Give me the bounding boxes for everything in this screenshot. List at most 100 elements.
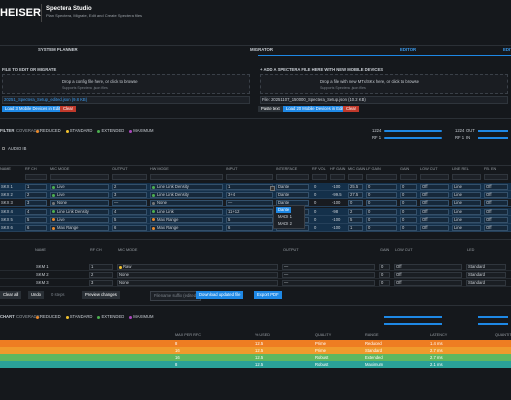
cell-input[interactable] xyxy=(420,208,449,215)
cell-input[interactable] xyxy=(226,184,273,190)
cell-input[interactable] xyxy=(112,200,147,207)
cell-input[interactable] xyxy=(484,192,508,199)
cell-input[interactable] xyxy=(276,184,309,190)
cell-input[interactable] xyxy=(466,264,506,270)
cell-input[interactable] xyxy=(484,208,508,215)
cell-input[interactable] xyxy=(25,192,47,199)
cell-input[interactable] xyxy=(420,225,449,231)
cell-input[interactable] xyxy=(484,216,508,223)
slider[interactable] xyxy=(384,323,442,325)
cell-input[interactable] xyxy=(484,184,508,190)
cell-input[interactable] xyxy=(348,216,363,223)
column-filter[interactable] xyxy=(348,174,363,180)
action-button[interactable]: Filename suffix (edited) xyxy=(150,291,202,301)
cell-input[interactable] xyxy=(420,216,449,223)
cell-input[interactable] xyxy=(466,280,506,286)
cell-input[interactable] xyxy=(50,184,109,190)
cell-input[interactable] xyxy=(366,225,397,231)
cell-input[interactable] xyxy=(400,192,417,199)
cell-input[interactable] xyxy=(366,192,397,199)
cell-input[interactable] xyxy=(420,184,449,190)
column-filter[interactable] xyxy=(50,174,109,180)
column-filter[interactable] xyxy=(276,174,309,180)
cell-input[interactable] xyxy=(112,192,147,199)
cell-input[interactable] xyxy=(226,208,273,215)
cell-input[interactable] xyxy=(89,264,113,270)
clear-button[interactable]: Clear xyxy=(60,106,77,112)
cell-input[interactable] xyxy=(150,208,223,215)
legend-item[interactable]: EXTENDED xyxy=(101,128,125,133)
tab[interactable]: EDITOR xyxy=(400,47,417,52)
cell-input[interactable] xyxy=(282,272,375,278)
action-button[interactable]: Download updated file xyxy=(196,291,244,299)
cell-input[interactable] xyxy=(50,192,109,199)
clear-button[interactable]: Clear xyxy=(343,106,360,112)
cell-input[interactable] xyxy=(117,280,278,286)
cell-input[interactable] xyxy=(379,272,390,278)
cell-input[interactable] xyxy=(112,216,147,223)
column-filter[interactable] xyxy=(25,174,47,180)
cell-input[interactable] xyxy=(150,184,223,190)
slider[interactable] xyxy=(478,316,508,318)
tab[interactable]: MIGRATOR xyxy=(250,47,273,52)
cell-input[interactable] xyxy=(25,184,47,190)
legend-item[interactable]: MAXIMUM xyxy=(133,128,154,133)
column-filter[interactable] xyxy=(484,174,508,180)
icon[interactable] xyxy=(270,186,275,191)
cell-input[interactable] xyxy=(150,225,223,231)
slider[interactable] xyxy=(384,137,442,139)
cell-input[interactable] xyxy=(50,208,109,215)
legend-item[interactable]: EXTENDED xyxy=(101,314,125,319)
cell-input[interactable] xyxy=(400,208,417,215)
checkbox[interactable] xyxy=(2,147,5,150)
column-filter[interactable] xyxy=(330,174,345,180)
cell-input[interactable] xyxy=(226,216,273,223)
drop-zone[interactable] xyxy=(2,74,250,94)
dropdown-option[interactable]: MADI 2 xyxy=(278,221,292,226)
column-filter[interactable] xyxy=(226,174,273,180)
cell-input[interactable] xyxy=(150,216,223,223)
cell-input[interactable] xyxy=(400,216,417,223)
action-button[interactable]: Export PDF xyxy=(254,291,282,299)
cell-input[interactable] xyxy=(366,184,397,190)
slider[interactable] xyxy=(478,137,508,139)
legend-item[interactable]: STANDARD xyxy=(69,128,93,133)
cell-input[interactable] xyxy=(366,208,397,215)
cell-input[interactable] xyxy=(394,264,462,270)
cell-input[interactable] xyxy=(366,216,397,223)
cell-input[interactable] xyxy=(400,225,417,231)
column-filter[interactable] xyxy=(452,174,481,180)
cell-input[interactable] xyxy=(379,280,390,286)
cell-input[interactable] xyxy=(452,225,481,231)
cell-input[interactable] xyxy=(400,184,417,190)
cell-input[interactable] xyxy=(366,200,397,207)
cell-input[interactable] xyxy=(379,264,390,270)
cell-input[interactable] xyxy=(452,192,481,199)
cell-input[interactable] xyxy=(112,184,147,190)
cell-input[interactable] xyxy=(484,225,508,231)
cell-input[interactable] xyxy=(117,272,278,278)
cell-input[interactable] xyxy=(348,225,363,231)
slider[interactable] xyxy=(384,130,442,132)
cell-input[interactable] xyxy=(400,200,417,207)
column-filter[interactable] xyxy=(312,174,327,180)
cell-input[interactable] xyxy=(50,216,109,223)
column-filter[interactable] xyxy=(420,174,449,180)
cell-input[interactable] xyxy=(150,200,223,207)
action-button[interactable]: Preview changes xyxy=(82,291,120,299)
legend-item[interactable]: REDUCED xyxy=(40,314,61,319)
paste-button[interactable]: Paste text xyxy=(258,106,283,112)
cell-input[interactable] xyxy=(466,272,506,278)
tab[interactable]: EDIT xyxy=(503,47,511,52)
slider[interactable] xyxy=(478,130,508,132)
cell-input[interactable] xyxy=(452,208,481,215)
column-filter[interactable] xyxy=(150,174,223,180)
drop-zone[interactable] xyxy=(260,74,508,94)
cell-input[interactable] xyxy=(394,280,462,286)
cell-input[interactable] xyxy=(226,225,273,231)
cell-input[interactable] xyxy=(394,272,462,278)
cell-input[interactable] xyxy=(25,225,47,231)
cell-input[interactable] xyxy=(452,216,481,223)
cell-input[interactable] xyxy=(25,216,47,223)
cell-input[interactable] xyxy=(452,184,481,190)
